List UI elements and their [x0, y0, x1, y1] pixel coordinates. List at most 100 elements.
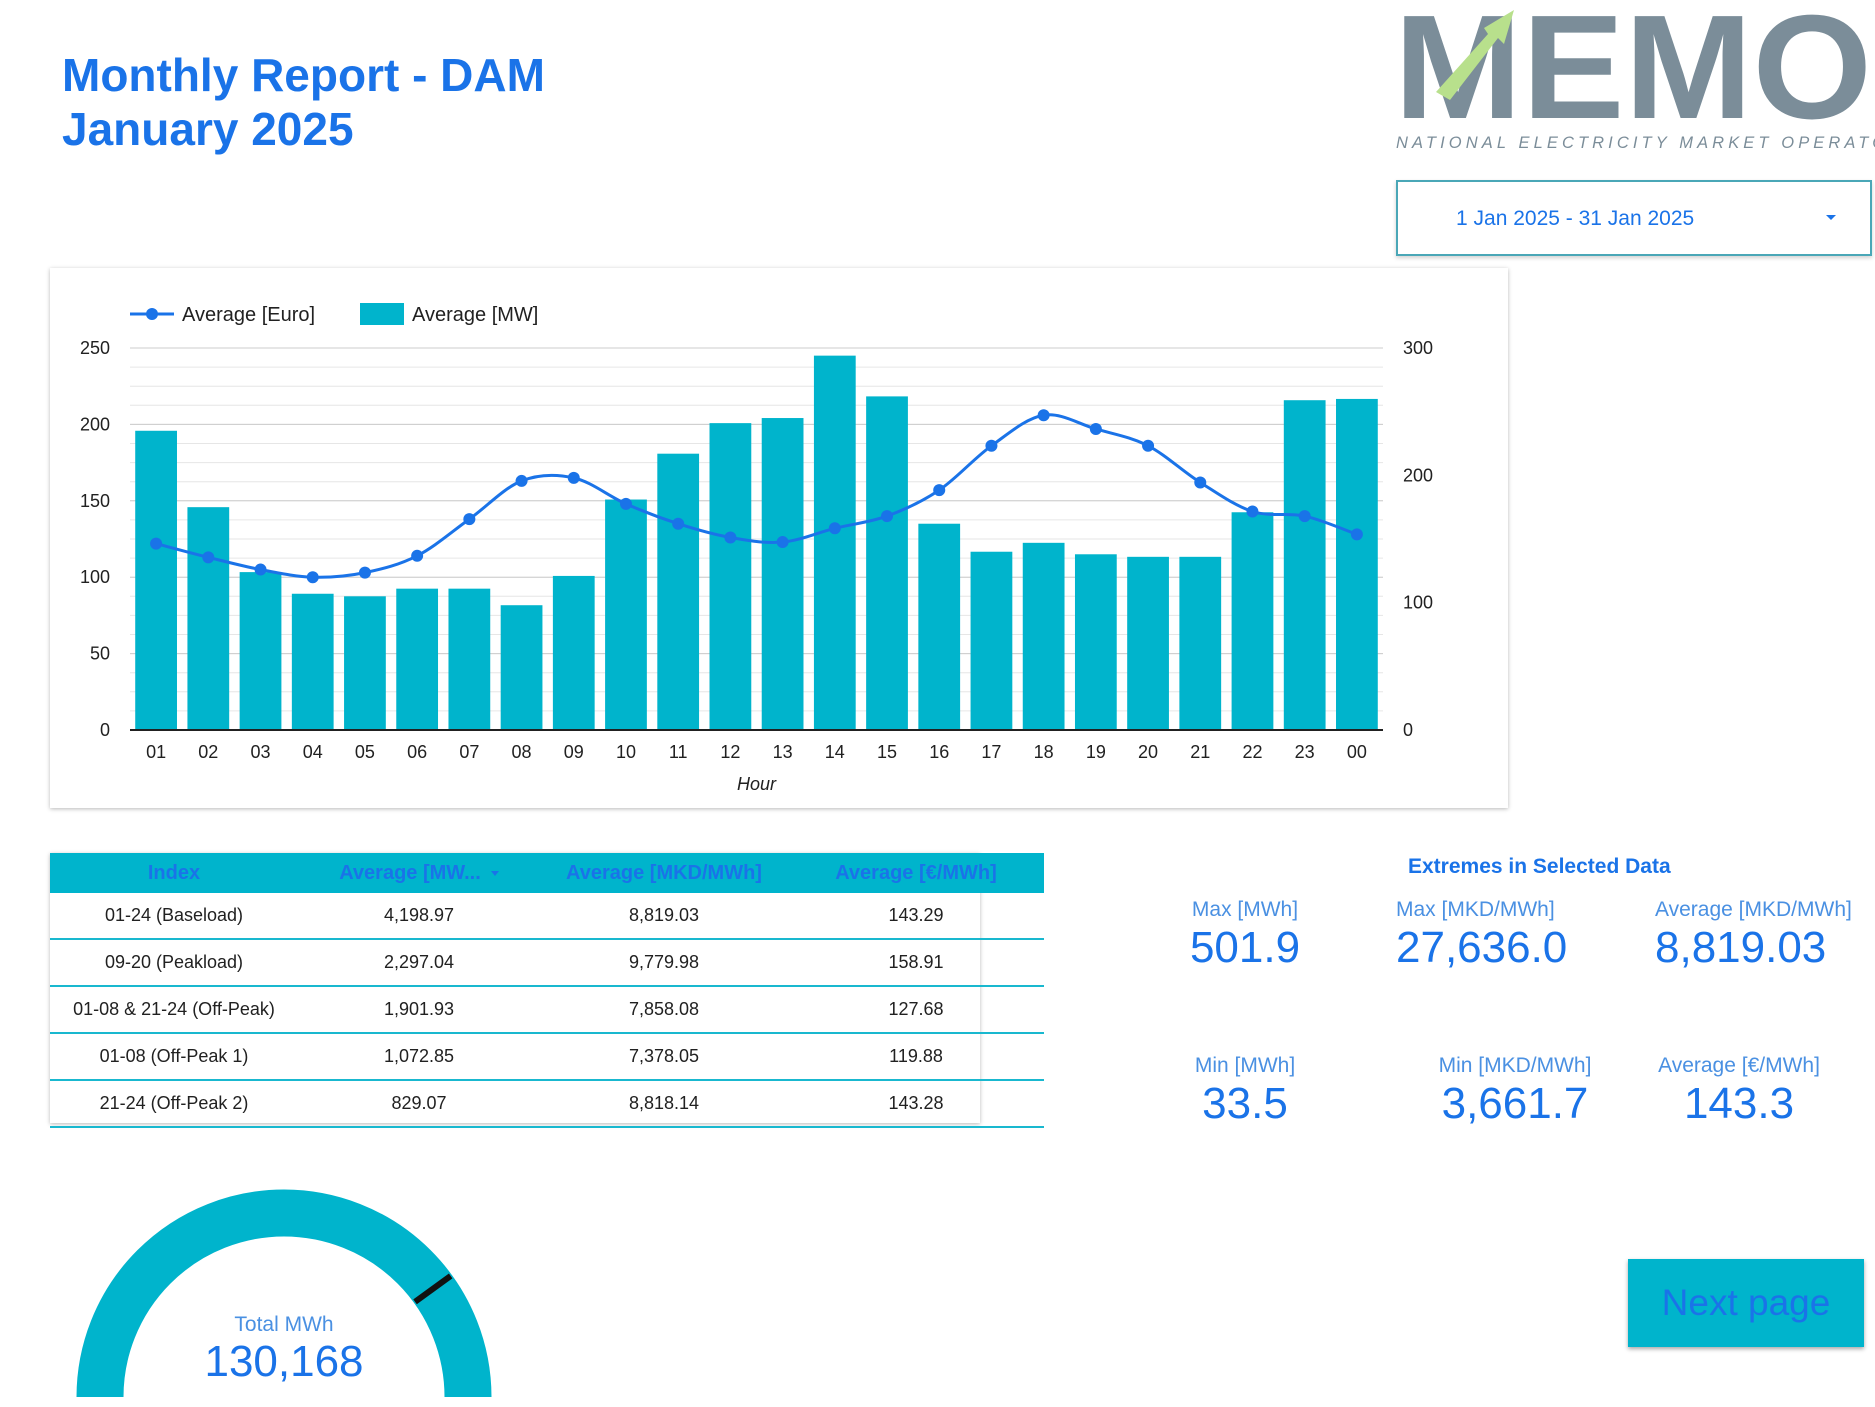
cell-avg-mw: 829.07	[298, 1080, 540, 1128]
x-tick-label: 21	[1190, 742, 1210, 762]
x-tick-label: 09	[564, 742, 584, 762]
table-row: 01-08 & 21-24 (Off-Peak) 1,901.93 7,858.…	[50, 986, 1044, 1034]
bar	[291, 593, 334, 730]
extremes-title: Extremes in Selected Data	[1408, 855, 1671, 878]
x-tick-label: 04	[303, 742, 323, 762]
report-title: Monthly Report - DAM	[62, 49, 545, 101]
table-row: 09-20 (Peakload) 2,297.04 9,779.98 158.9…	[50, 939, 1044, 987]
cell-avg-eur: 143.29	[788, 893, 1044, 940]
x-tick-label: 00	[1347, 742, 1367, 762]
series-line-euro	[155, 413, 1358, 579]
bar	[866, 396, 908, 730]
bar	[1336, 398, 1378, 730]
kpi-label: Min [MKD/MWh]	[1438, 1054, 1592, 1077]
cell-index: 01-24 (Baseload)	[50, 893, 298, 940]
legend-dot-icon	[146, 308, 158, 320]
kpi-label: Average [€/MWh]	[1658, 1054, 1820, 1077]
kpi-value: 8,819.03	[1655, 923, 1827, 972]
x-tick-label: 19	[1086, 742, 1106, 762]
line-point	[1246, 505, 1259, 518]
index-table: Index Average [MW... Average [MKD/MWh] A…	[50, 853, 1044, 1128]
bar	[552, 575, 595, 730]
cell-avg-mw: 4,198.97	[298, 893, 540, 940]
cell-avg-mkd: 8,818.14	[540, 1080, 788, 1128]
memo-logo: MEMO	[1394, 0, 1872, 150]
col-header-avg-eur[interactable]: Average [€/MWh]	[788, 853, 1044, 893]
line-point	[358, 566, 371, 579]
kpi-value: 3,661.7	[1441, 1079, 1589, 1128]
y-right-tick-label: 200	[1403, 465, 1433, 485]
x-tick-label: 08	[512, 742, 532, 762]
x-tick-label: 23	[1295, 742, 1315, 762]
kpi-label: Max [MKD/MWh]	[1396, 898, 1555, 921]
cell-avg-mkd: 9,779.98	[540, 939, 788, 987]
y-right-tick-label: 0	[1403, 720, 1413, 740]
x-tick-label: 13	[773, 742, 793, 762]
bar	[1074, 554, 1117, 730]
bar	[1022, 542, 1065, 730]
col-header-avg-mw[interactable]: Average [MW...	[298, 853, 540, 893]
date-range-selector[interactable]: 1 Jan 2025 - 31 Jan 2025	[1396, 180, 1872, 256]
x-tick-label: 07	[459, 742, 479, 762]
line-point	[1142, 439, 1155, 452]
bar	[344, 596, 386, 730]
logo-text: MEMO	[1394, 0, 1872, 150]
bar	[970, 551, 1013, 730]
logo-arrow-icon	[1436, 10, 1514, 100]
sort-desc-icon	[490, 870, 499, 876]
cell-avg-mkd: 7,378.05	[540, 1033, 788, 1081]
table-row: 01-08 (Off-Peak 1) 1,072.85 7,378.05 119…	[50, 1033, 1044, 1081]
x-axis-label: Hour	[737, 774, 777, 794]
line-point	[881, 510, 894, 523]
date-range-value: 1 Jan 2025 - 31 Jan 2025	[1456, 207, 1695, 230]
gauge-label: Total MWh	[234, 1313, 334, 1336]
legend-label-euro: Average [Euro]	[182, 304, 315, 326]
cell-avg-mw: 1,072.85	[298, 1033, 540, 1081]
bar	[1127, 556, 1169, 730]
x-tick-label: 14	[825, 742, 845, 762]
bar	[761, 418, 804, 730]
chevron-down-icon	[1826, 215, 1836, 220]
line-point	[1298, 510, 1311, 523]
x-tick-label: 17	[981, 742, 1001, 762]
kpi-value: 501.9	[1189, 923, 1301, 972]
kpi-value: 143.3	[1683, 1079, 1795, 1128]
col-header-index[interactable]: Index	[50, 853, 298, 893]
cell-index: 01-08 & 21-24 (Off-Peak)	[50, 986, 298, 1034]
kpi-min-mkd: Min [MKD/MWh] 3,661.7	[1420, 1054, 1610, 1130]
bar	[239, 572, 282, 730]
x-tick-label: 03	[251, 742, 271, 762]
x-tick-label: 02	[198, 742, 218, 762]
cell-avg-eur: 127.68	[788, 986, 1044, 1034]
col-header-avg-mkd[interactable]: Average [MKD/MWh]	[540, 853, 788, 893]
x-tick-label: 18	[1034, 742, 1054, 762]
y-left-tick-label: 200	[80, 414, 110, 434]
x-tick-label: 10	[616, 742, 636, 762]
kpi-min-mwh: Min [MWh] 33.5	[1180, 1054, 1310, 1130]
cell-index: 21-24 (Off-Peak 2)	[50, 1080, 298, 1128]
x-tick-label: 16	[929, 742, 949, 762]
cell-avg-mkd: 7,858.08	[540, 986, 788, 1034]
x-tick-label: 11	[669, 742, 688, 762]
x-tick-label: 22	[1242, 742, 1262, 762]
bar	[605, 499, 647, 730]
report-period: January 2025	[62, 103, 354, 155]
x-tick-label: 05	[355, 742, 375, 762]
bar	[1231, 512, 1274, 730]
y-left-tick-label: 100	[80, 567, 110, 587]
kpi-label: Max [MWh]	[1191, 898, 1299, 921]
line-point	[672, 517, 685, 530]
line-point	[411, 549, 424, 562]
line-point	[150, 537, 163, 550]
cell-index: 01-08 (Off-Peak 1)	[50, 1033, 298, 1081]
next-page-button[interactable]: Next page	[1628, 1259, 1864, 1347]
bar	[918, 523, 961, 730]
line-point	[724, 531, 737, 544]
bar	[813, 355, 856, 730]
table-row: 21-24 (Off-Peak 2) 829.07 8,818.14 143.2…	[50, 1080, 1044, 1128]
x-tick-label: 06	[407, 742, 427, 762]
bar	[135, 430, 177, 730]
kpi-value: 27,636.0	[1396, 923, 1568, 972]
y-left-tick-label: 50	[90, 644, 110, 664]
gauge-target-marker	[413, 1273, 453, 1305]
